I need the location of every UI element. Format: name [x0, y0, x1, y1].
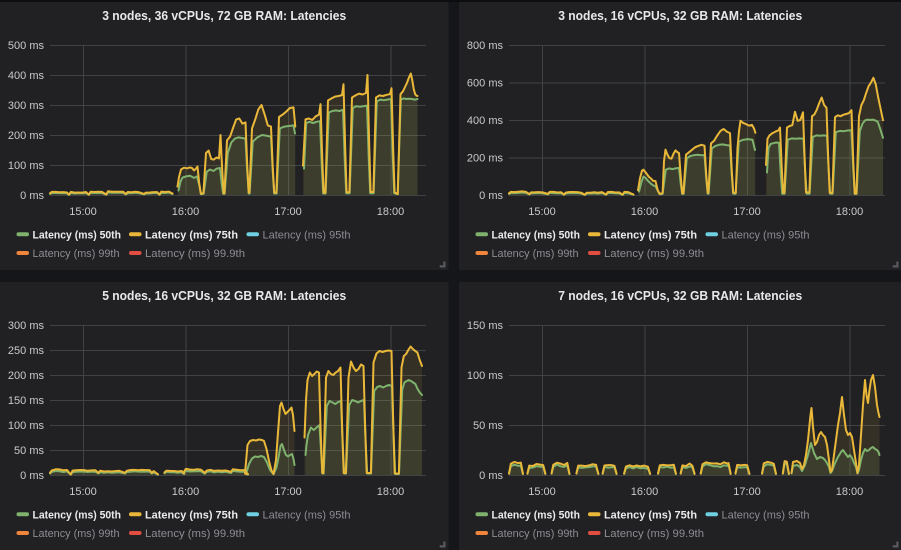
svg-text:300 ms: 300 ms — [8, 320, 45, 332]
svg-text:Latency (ms) 99th: Latency (ms) 99th — [491, 528, 578, 540]
svg-text:18:00: 18:00 — [835, 486, 863, 498]
svg-text:100 ms: 100 ms — [8, 160, 45, 172]
svg-text:15:00: 15:00 — [69, 486, 97, 498]
svg-text:7 nodes, 16 vCPUs, 32 GB RAM:: 7 nodes, 16 vCPUs, 32 GB RAM: Latencies — [558, 288, 802, 303]
svg-text:17:00: 17:00 — [274, 486, 302, 498]
svg-text:200 ms: 200 ms — [466, 153, 503, 165]
svg-text:50 ms: 50 ms — [473, 420, 503, 432]
svg-text:500 ms: 500 ms — [8, 40, 45, 52]
svg-text:200 ms: 200 ms — [8, 130, 45, 142]
svg-text:15:00: 15:00 — [528, 486, 556, 498]
svg-text:Latency (ms) 75th: Latency (ms) 75th — [145, 509, 238, 521]
svg-text:17:00: 17:00 — [274, 206, 302, 218]
svg-text:Latency (ms) 50th: Latency (ms) 50th — [491, 229, 580, 241]
svg-text:Latency (ms) 95th: Latency (ms) 95th — [263, 509, 351, 521]
svg-text:18:00: 18:00 — [835, 206, 863, 218]
svg-text:5 nodes, 16 vCPUs, 32 GB RAM:: 5 nodes, 16 vCPUs, 32 GB RAM: Latencies — [102, 288, 346, 303]
svg-text:Latency (ms) 99th: Latency (ms) 99th — [491, 248, 578, 260]
svg-text:Latency (ms) 99.9th: Latency (ms) 99.9th — [604, 528, 704, 540]
svg-text:Latency (ms) 99th: Latency (ms) 99th — [33, 528, 120, 540]
svg-text:16:00: 16:00 — [172, 486, 200, 498]
svg-text:400 ms: 400 ms — [8, 70, 45, 82]
svg-text:150 ms: 150 ms — [466, 320, 503, 332]
svg-text:Latency (ms) 99.9th: Latency (ms) 99.9th — [604, 248, 704, 260]
svg-text:16:00: 16:00 — [630, 206, 658, 218]
svg-text:17:00: 17:00 — [733, 206, 761, 218]
svg-text:18:00: 18:00 — [377, 486, 405, 498]
svg-text:100 ms: 100 ms — [466, 370, 503, 382]
svg-text:15:00: 15:00 — [69, 206, 97, 218]
svg-text:Latency (ms) 75th: Latency (ms) 75th — [604, 509, 697, 521]
svg-text:0 ms: 0 ms — [20, 190, 44, 202]
svg-text:600 ms: 600 ms — [466, 78, 503, 90]
svg-text:0 ms: 0 ms — [20, 470, 44, 482]
svg-text:Latency (ms) 95th: Latency (ms) 95th — [721, 509, 809, 521]
svg-text:16:00: 16:00 — [172, 206, 200, 218]
svg-text:Latency (ms) 99.9th: Latency (ms) 99.9th — [145, 248, 245, 260]
svg-text:Latency (ms) 50th: Latency (ms) 50th — [33, 229, 122, 241]
svg-text:Latency (ms) 95th: Latency (ms) 95th — [721, 229, 809, 241]
svg-text:15:00: 15:00 — [528, 206, 556, 218]
svg-text:Latency (ms) 75th: Latency (ms) 75th — [145, 229, 238, 241]
svg-text:300 ms: 300 ms — [8, 100, 45, 112]
svg-text:250 ms: 250 ms — [8, 345, 45, 357]
svg-text:16:00: 16:00 — [630, 486, 658, 498]
svg-text:17:00: 17:00 — [733, 486, 761, 498]
svg-text:Latency (ms) 95th: Latency (ms) 95th — [263, 229, 351, 241]
svg-text:3 nodes, 36 vCPUs, 72 GB RAM:: 3 nodes, 36 vCPUs, 72 GB RAM: Latencies — [102, 8, 346, 23]
svg-text:3 nodes, 16 vCPUs, 32 GB RAM:: 3 nodes, 16 vCPUs, 32 GB RAM: Latencies — [558, 8, 802, 23]
svg-text:18:00: 18:00 — [377, 206, 405, 218]
svg-text:0 ms: 0 ms — [479, 190, 503, 202]
svg-text:800 ms: 800 ms — [466, 40, 503, 52]
svg-text:200 ms: 200 ms — [8, 370, 45, 382]
svg-text:Latency (ms) 50th: Latency (ms) 50th — [33, 509, 122, 521]
svg-text:100 ms: 100 ms — [8, 420, 45, 432]
svg-text:Latency (ms) 99.9th: Latency (ms) 99.9th — [145, 528, 245, 540]
svg-text:Latency (ms) 50th: Latency (ms) 50th — [491, 509, 580, 521]
svg-text:50 ms: 50 ms — [14, 445, 44, 457]
svg-text:150 ms: 150 ms — [8, 395, 45, 407]
svg-text:Latency (ms) 99th: Latency (ms) 99th — [33, 248, 120, 260]
svg-text:Latency (ms) 75th: Latency (ms) 75th — [604, 229, 697, 241]
svg-text:400 ms: 400 ms — [466, 115, 503, 127]
svg-text:0 ms: 0 ms — [479, 470, 503, 482]
